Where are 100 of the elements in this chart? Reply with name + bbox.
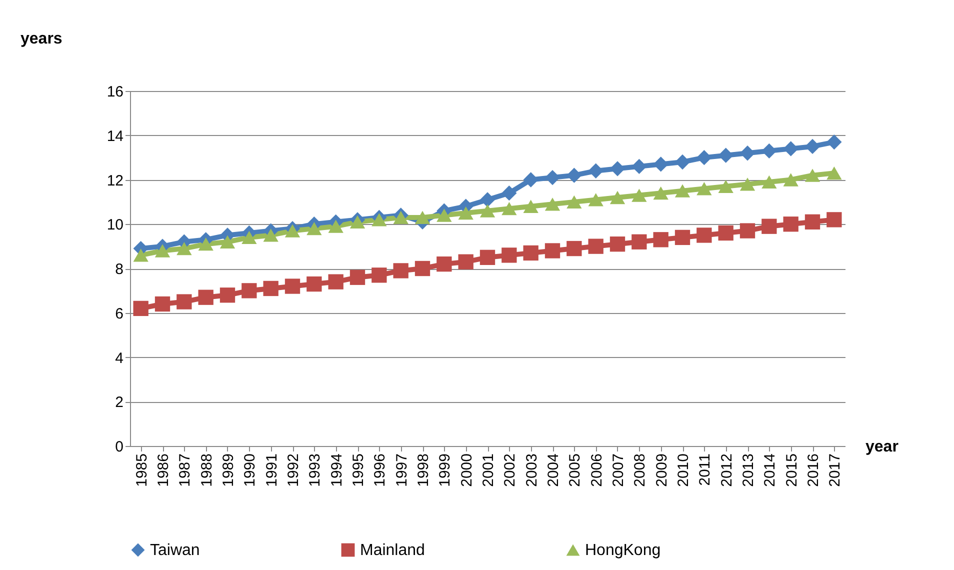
x-tick-label: 1999 (436, 454, 454, 487)
point (523, 245, 538, 261)
point (154, 296, 170, 312)
point (242, 230, 257, 244)
x-tick-label: 2006 (588, 454, 606, 487)
point (826, 212, 842, 228)
point (762, 143, 777, 158)
point (198, 290, 214, 305)
x-tick-label: 2005 (566, 454, 584, 487)
x-tick-label: 1993 (306, 454, 324, 487)
x-tick-label: 1991 (263, 454, 280, 487)
x-tick-label: 2012 (718, 454, 736, 487)
point (306, 222, 322, 236)
point (480, 250, 496, 265)
point (804, 214, 820, 230)
x-tick-label: 2015 (783, 454, 800, 487)
point (653, 156, 668, 172)
point (632, 188, 647, 202)
x-tick-label: 1989 (220, 454, 237, 487)
point (696, 182, 712, 196)
point (632, 158, 647, 174)
point (610, 236, 626, 252)
y-tick-label: 10 (106, 216, 124, 234)
point (674, 184, 690, 198)
point (783, 141, 798, 156)
point (350, 270, 366, 285)
point (718, 180, 734, 193)
point (523, 172, 538, 188)
y-tick-label: 0 (115, 438, 124, 456)
point (718, 225, 734, 241)
x-tick-label: 2007 (610, 454, 627, 487)
point (458, 254, 474, 270)
point (458, 206, 474, 220)
point (696, 150, 712, 166)
point (393, 263, 408, 278)
x-tick-label: 1995 (350, 454, 367, 487)
point (502, 248, 517, 263)
x-axis-title: year (866, 438, 898, 456)
point (414, 260, 430, 276)
x-tick-label: 1992 (285, 454, 302, 487)
legend-label: Taiwan (150, 542, 200, 559)
x-tick-label: 1986 (155, 454, 172, 487)
x-tick-label: 2010 (675, 454, 692, 487)
point (804, 168, 820, 182)
point (696, 228, 712, 243)
point (220, 235, 236, 248)
x-tick-label: 1990 (242, 454, 259, 487)
x-tick-label: 2004 (545, 454, 562, 487)
x-tick-label: 1997 (393, 454, 410, 487)
x-tick-label: 1996 (372, 454, 389, 487)
x-tick-label: 2001 (480, 454, 497, 487)
point (762, 175, 777, 189)
point (350, 215, 366, 228)
point (284, 278, 300, 294)
point (480, 192, 496, 208)
point (674, 230, 690, 246)
point (653, 232, 668, 248)
point (523, 200, 538, 213)
point (436, 208, 452, 222)
x-tick-label: 1988 (198, 454, 216, 487)
point (653, 186, 668, 200)
x-tick-label: 1985 (133, 454, 150, 487)
y-tick-label: 4 (115, 350, 124, 367)
point (566, 168, 582, 183)
point (544, 243, 560, 258)
point (372, 268, 387, 283)
point (740, 223, 756, 238)
x-tick-label: 2017 (826, 454, 844, 487)
x-tick-label: 2000 (458, 454, 476, 487)
point (566, 195, 582, 209)
point (263, 228, 278, 242)
x-tick-label: 2013 (740, 454, 757, 487)
y-axis-title: years (20, 30, 62, 48)
x-tick-label: 2009 (653, 454, 670, 487)
point (588, 193, 604, 206)
x-tick-label: 2002 (502, 454, 519, 487)
point (826, 166, 842, 180)
x-tick-label: 1987 (176, 454, 194, 487)
point (610, 161, 626, 176)
y-tick-label: 12 (106, 172, 124, 190)
point (502, 185, 517, 201)
point (436, 256, 452, 272)
point (154, 244, 170, 258)
y-tick-label: 2 (115, 394, 124, 412)
x-tick-label: 2008 (632, 454, 649, 487)
point (674, 154, 690, 170)
x-tick-label: 2016 (805, 454, 822, 487)
x-tick-label: 2014 (762, 454, 779, 487)
point (480, 204, 496, 218)
point (610, 190, 626, 204)
point (372, 213, 387, 226)
point (762, 218, 777, 234)
x-tick-label: 2011 (696, 454, 714, 486)
point (242, 283, 257, 298)
point (718, 148, 734, 163)
x-tick-label: 1994 (328, 454, 346, 487)
point (393, 210, 408, 224)
point (133, 300, 148, 316)
legend-label: HongKong (585, 542, 661, 559)
point (328, 274, 344, 290)
